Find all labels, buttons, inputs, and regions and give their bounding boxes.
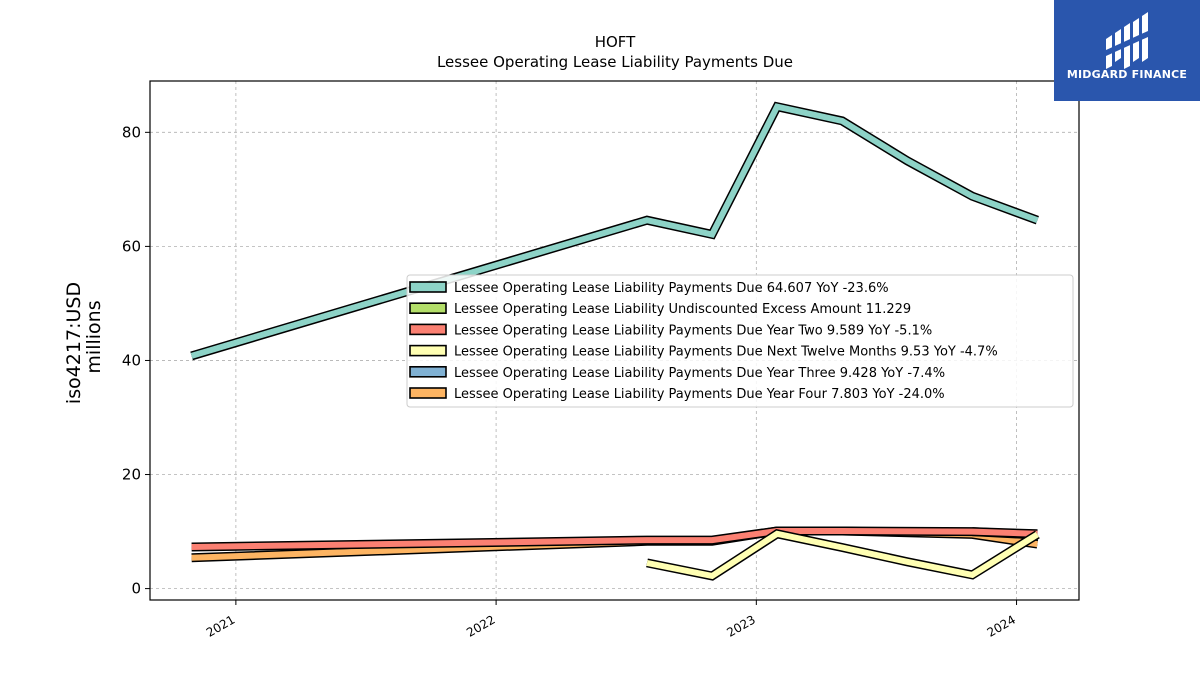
legend-swatch <box>409 323 447 336</box>
series-stroke <box>646 530 1039 580</box>
legend-entry-label: Lessee Operating Lease Liability Payment… <box>454 323 932 338</box>
brand-name: MIDGARD FINANCE <box>1066 68 1188 81</box>
series-line-0 <box>190 101 1039 361</box>
legend-entry-label: Lessee Operating Lease Liability Payment… <box>454 281 889 296</box>
y-tick-label: 40 <box>122 351 141 369</box>
y-axis-label-units: millions <box>83 300 105 373</box>
series-lines <box>190 101 1040 581</box>
series-line-3 <box>646 529 1040 581</box>
x-tick-label: 2023 <box>724 612 757 639</box>
legend-swatch <box>409 302 447 315</box>
chart-title: HOFT <box>595 33 636 51</box>
legend-swatch <box>409 387 447 399</box>
legend-swatch <box>409 344 447 357</box>
legend-entry-label: Lessee Operating Lease Liability Payment… <box>454 366 945 381</box>
legend: Lessee Operating Lease Liability Payment… <box>406 274 1074 408</box>
plot-frame <box>149 80 1080 601</box>
y-tick-label: 0 <box>131 580 141 598</box>
x-tick-label: 2022 <box>464 612 497 639</box>
legend-entry-label: Lessee Operating Lease Liability Undisco… <box>454 302 911 317</box>
legend-entry-label: Lessee Operating Lease Liability Payment… <box>454 345 998 360</box>
x-tick-label: 2021 <box>204 612 237 639</box>
chart-subtitle: Lessee Operating Lease Liability Payment… <box>437 53 793 71</box>
legend-box <box>406 274 1074 408</box>
legend-swatch <box>409 365 447 378</box>
legend-swatch <box>409 281 447 293</box>
series-line-2 <box>191 526 1038 552</box>
y-tick-label: 60 <box>122 237 141 255</box>
y-tick-label: 80 <box>122 123 141 141</box>
x-tick-label: 2024 <box>985 612 1018 639</box>
series-stroke <box>190 103 1039 359</box>
brand-logo: MIDGARD FINANCE <box>1054 0 1200 101</box>
y-tick-label: 20 <box>122 466 141 484</box>
midgard-logo-icon <box>1106 12 1148 69</box>
legend-entry-label: Lessee Operating Lease Liability Payment… <box>454 387 945 402</box>
y-axis-label: iso4217:USD <box>63 282 85 404</box>
